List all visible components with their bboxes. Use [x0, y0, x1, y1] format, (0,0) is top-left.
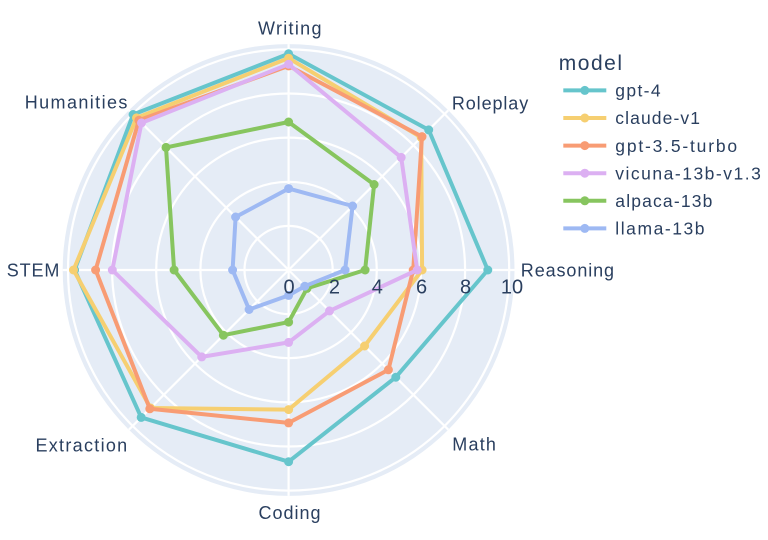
svg-text:Roleplay: Roleplay [452, 94, 529, 114]
svg-text:model: model [559, 52, 624, 75]
svg-text:llama-13b: llama-13b [615, 219, 706, 239]
svg-text:claude-v1: claude-v1 [615, 108, 701, 128]
svg-text:10: 10 [501, 277, 523, 299]
svg-text:Coding: Coding [258, 503, 321, 523]
svg-text:gpt-4: gpt-4 [615, 81, 662, 101]
svg-text:STEM: STEM [7, 261, 61, 281]
svg-text:6: 6 [416, 277, 427, 299]
svg-text:Extraction: Extraction [35, 435, 128, 455]
svg-text:gpt-3.5-turbo: gpt-3.5-turbo [615, 136, 739, 156]
svg-text:Humanities: Humanities [25, 93, 129, 113]
svg-text:4: 4 [372, 277, 383, 299]
svg-text:vicuna-13b-v1.3: vicuna-13b-v1.3 [615, 163, 762, 183]
svg-text:8: 8 [460, 277, 471, 299]
svg-text:Math: Math [452, 435, 497, 455]
svg-text:alpaca-13b: alpaca-13b [615, 191, 713, 211]
svg-text:2: 2 [329, 277, 340, 299]
svg-text:Reasoning: Reasoning [521, 260, 615, 280]
svg-text:0: 0 [284, 277, 295, 299]
svg-text:Writing: Writing [258, 19, 323, 39]
